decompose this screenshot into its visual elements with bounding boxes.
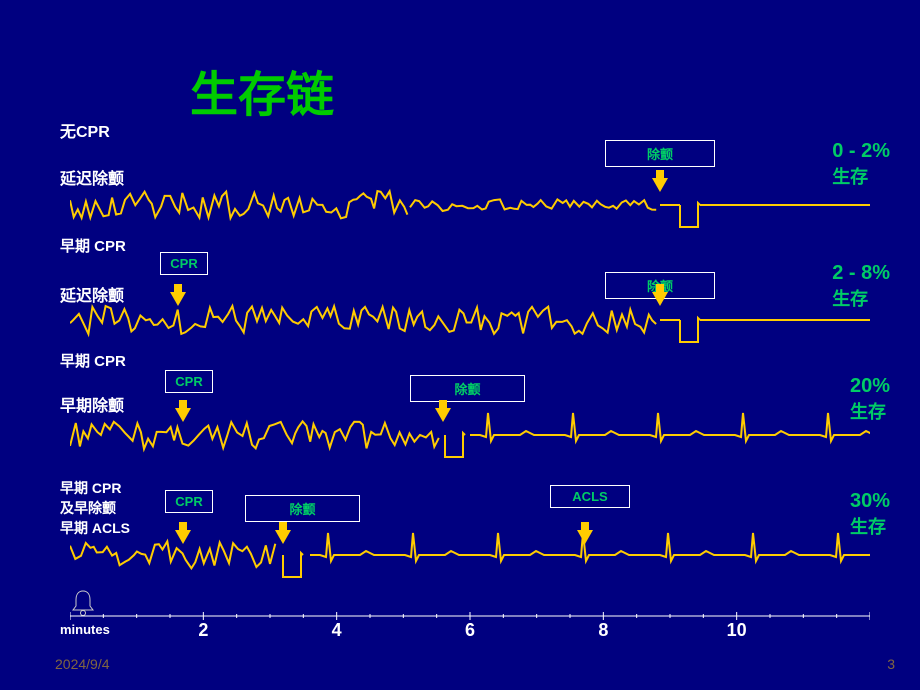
ecg-trace xyxy=(70,290,870,350)
intervention-box: ACLS xyxy=(550,485,630,508)
tick-label: 6 xyxy=(465,620,475,641)
tick-label: 8 xyxy=(598,620,608,641)
ecg-trace xyxy=(70,175,870,235)
slide-title: 生存链 xyxy=(190,55,334,125)
scenario-label: 早期 CPR xyxy=(60,478,121,498)
ecg-trace xyxy=(70,405,870,465)
intervention-box: 除颤 xyxy=(245,495,360,522)
timeline-axis: 2 4 6 8 10 xyxy=(70,610,870,640)
tick-label: 10 xyxy=(727,620,747,641)
intervention-box: CPR xyxy=(160,252,208,275)
tick-label: 4 xyxy=(332,620,342,641)
footer-date: 2024/9/4 xyxy=(55,656,110,672)
ecg-trace xyxy=(70,525,870,585)
footer-page: 3 xyxy=(887,656,895,672)
intervention-box: 除颤 xyxy=(410,375,525,402)
scenario-label: 及早除颤 xyxy=(60,498,116,518)
scenario-label: 早期 CPR xyxy=(60,350,126,371)
tick-label: 2 xyxy=(198,620,208,641)
intervention-box: 除颤 xyxy=(605,140,715,167)
scenario-label: 无CPR xyxy=(60,118,110,142)
intervention-box: CPR xyxy=(165,490,213,513)
intervention-box: CPR xyxy=(165,370,213,393)
scenario-label: 早期 CPR xyxy=(60,235,126,256)
